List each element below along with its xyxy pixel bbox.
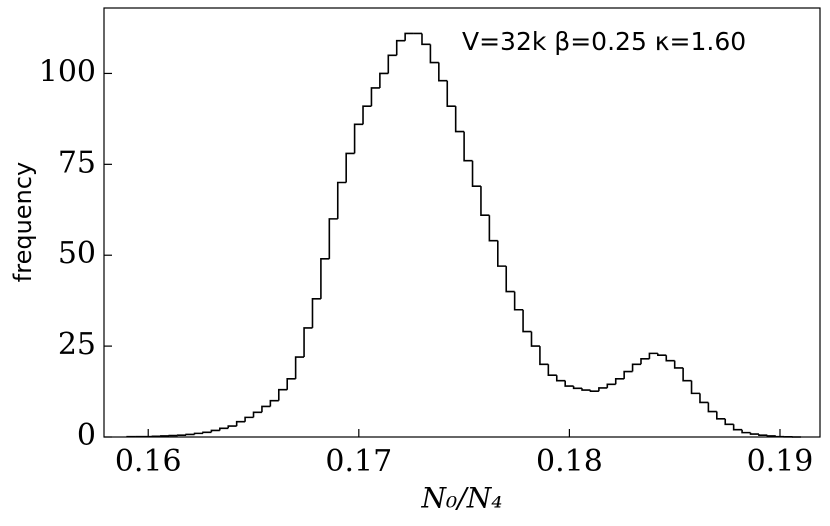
y-axis-label: frequency: [9, 162, 37, 282]
histogram-bin: [555, 375, 566, 382]
histogram-bin: [665, 355, 675, 362]
histogram-bin: [404, 32, 414, 41]
histogram-bin: [463, 131, 473, 162]
histogram-bin: [497, 240, 507, 267]
histogram-bin: [185, 433, 195, 436]
histogram-bin: [749, 432, 759, 435]
histogram-bin: [438, 62, 448, 82]
x-tick-label: 0.19: [747, 444, 814, 479]
histogram-bin: [707, 402, 717, 413]
histogram-bin: [219, 427, 229, 431]
histogram-bin: [589, 390, 599, 392]
x-tick-label: 0.17: [325, 444, 392, 479]
histogram-bin: [522, 309, 532, 333]
histogram-bin: [446, 80, 456, 107]
histogram-bin: [488, 215, 498, 242]
histogram-bin: [513, 291, 524, 311]
histogram-bin: [379, 72, 389, 88]
histogram-bin: [353, 123, 364, 154]
histogram-bin: [336, 181, 347, 219]
histogram-bin: [530, 331, 540, 347]
histogram-bin: [631, 363, 641, 372]
histogram-bin: [623, 370, 633, 379]
histogram-bin: [606, 383, 616, 388]
histogram-bin: [547, 364, 557, 376]
histogram-bin: [539, 346, 549, 366]
histogram-bin: [454, 106, 465, 133]
x-tick-label: 0.18: [536, 444, 603, 479]
histogram-bin: [690, 380, 700, 395]
histogram-bin: [572, 386, 583, 390]
histogram-bin: [277, 388, 288, 401]
histogram-bin: [480, 186, 490, 217]
histogram-bin: [614, 378, 625, 385]
histogram-bin: [193, 432, 203, 435]
histogram-bin: [303, 327, 313, 358]
histogram-bin: [774, 435, 785, 438]
histogram-bin: [328, 218, 338, 259]
annotation: V=32k β=0.25 κ=1.60: [462, 27, 746, 56]
histogram-bin: [244, 416, 254, 422]
histogram-bin: [766, 435, 776, 437]
histogram-bin: [235, 420, 246, 427]
histogram-bin: [210, 429, 220, 433]
histogram-bin: [311, 298, 321, 328]
histogram-bin: [682, 367, 692, 382]
histogram-bin: [320, 258, 330, 299]
histogram-bin: [429, 44, 439, 64]
histogram-bin: [732, 424, 743, 431]
histogram-bin: [294, 356, 305, 379]
histogram-bin: [699, 393, 709, 404]
histogram-bin: [648, 352, 658, 359]
y-tick-label: 100: [39, 54, 96, 89]
histogram-bin: [640, 358, 650, 365]
y-tick-label: 0: [77, 418, 96, 453]
histogram-bin: [387, 54, 397, 74]
x-axis-label: N₀/N₄: [421, 482, 503, 515]
histogram-bin: [581, 388, 591, 391]
y-tick-label: 50: [58, 236, 96, 271]
histogram-bin: [673, 360, 684, 369]
histogram-bin: [227, 425, 237, 429]
histogram-bin: [421, 33, 431, 46]
histogram-bin: [758, 434, 768, 436]
histogram-bin: [370, 87, 380, 107]
histogram-bin: [286, 378, 296, 390]
y-tick-label: 75: [58, 145, 96, 180]
histogram-bin: [724, 418, 734, 426]
histogram-bin: [564, 380, 574, 387]
histogram-bin: [598, 387, 608, 392]
histogram-bin: [716, 411, 726, 420]
histogram-bin: [269, 399, 279, 407]
histogram-bin: [505, 266, 515, 293]
histogram-bin: [252, 411, 262, 418]
histogram-bin: [362, 105, 372, 125]
histogram-bin: [741, 429, 751, 434]
x-tick-label: 0.16: [115, 444, 182, 479]
histogram-bin: [657, 353, 667, 356]
histogram-bin: [261, 405, 271, 413]
histogram-bin: [345, 152, 355, 183]
histogram-bin: [395, 39, 406, 56]
plot-frame: [103, 7, 821, 438]
histogram-bin: [471, 160, 481, 187]
histogram-bin: [202, 431, 212, 434]
y-tick-label: 25: [58, 327, 96, 362]
